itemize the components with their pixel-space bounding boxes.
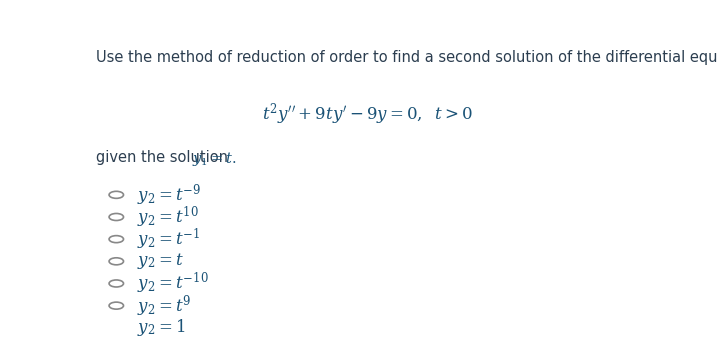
Text: $y_2 = 1$: $y_2 = 1$ [137,317,185,338]
Text: Use the method of reduction of order to find a second solution of the differenti: Use the method of reduction of order to … [96,50,717,65]
Text: $t^2y'' + 9ty' - 9y = 0,\;\; t > 0$: $t^2y'' + 9ty' - 9y = 0,\;\; t > 0$ [262,101,473,127]
Text: $y_2 = t^{-9}$: $y_2 = t^{-9}$ [137,182,201,208]
Text: $y_2 = t^{9}$: $y_2 = t^{9}$ [137,293,191,319]
Text: $y_2 = t^{-10}$: $y_2 = t^{-10}$ [137,271,209,296]
Text: $y_1 = t.$: $y_1 = t.$ [192,150,237,168]
Text: $y_2 = t^{10}$: $y_2 = t^{10}$ [137,204,199,230]
Text: given the solution: given the solution [96,150,233,165]
Text: $y_2 = t$: $y_2 = t$ [137,251,184,271]
Text: $y_2 = t^{-1}$: $y_2 = t^{-1}$ [137,226,200,252]
